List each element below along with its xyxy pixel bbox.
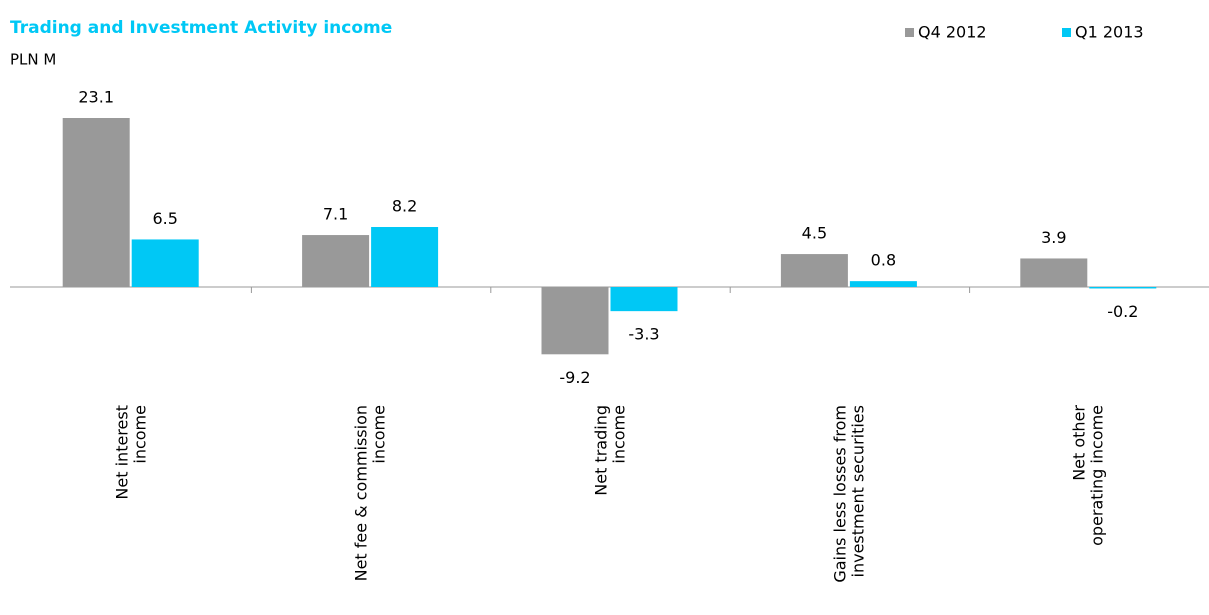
data-label: -0.2 [1107, 302, 1138, 321]
data-label: -9.2 [559, 368, 590, 387]
legend-swatch [1062, 28, 1071, 37]
legend-label: Q4 2012 [918, 23, 987, 42]
data-label: -3.3 [628, 325, 659, 344]
bar [62, 118, 130, 287]
x-tick-label: Gains less losses from investment securi… [830, 405, 868, 583]
data-label: 3.9 [1041, 228, 1066, 247]
data-label: 7.1 [323, 205, 348, 224]
bar [1020, 258, 1088, 287]
data-label: 8.2 [392, 197, 417, 216]
bar [610, 287, 678, 312]
chart-subtitle: PLN M [10, 51, 56, 69]
data-label: 6.5 [152, 209, 177, 228]
bar [780, 254, 848, 287]
bar [302, 235, 370, 287]
data-label: 0.8 [871, 251, 896, 270]
x-tick-label: Net interest income [112, 405, 150, 500]
x-tick-label: Net other operating income [1069, 405, 1108, 546]
legend-label: Q1 2013 [1075, 23, 1144, 42]
data-label: 4.5 [802, 224, 827, 243]
chart-title: Trading and Investment Activity income [10, 18, 392, 38]
bar [849, 281, 917, 287]
legend-swatch [905, 28, 914, 37]
data-label: 23.1 [78, 88, 114, 107]
bar [131, 239, 199, 287]
x-tick-label: Net trading income [591, 405, 629, 496]
bar [371, 227, 439, 287]
bar [1089, 287, 1157, 289]
x-tick-label: Net fee & commission income [351, 405, 390, 582]
bar [541, 287, 609, 355]
